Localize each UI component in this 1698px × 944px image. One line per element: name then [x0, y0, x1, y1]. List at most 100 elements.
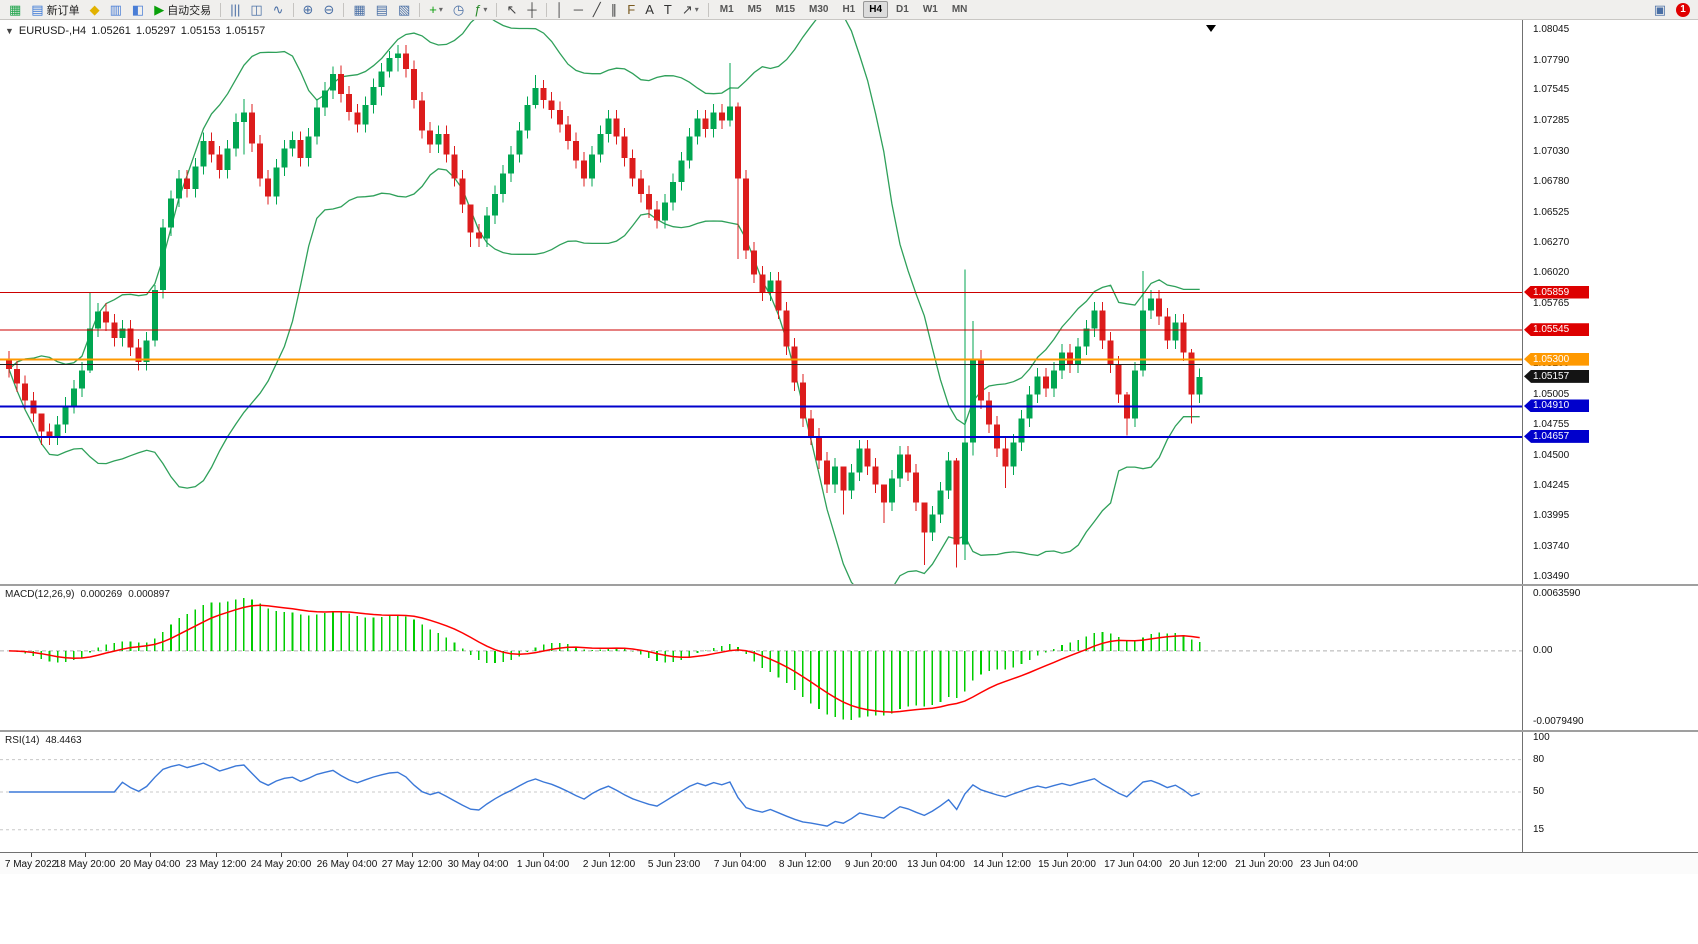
horizontal-line-icon[interactable]: ─ [569, 0, 588, 20]
rsi-axis[interactable]: 100 80 50 15 [1522, 732, 1698, 852]
tile-windows-icon-glyph: ▦ [353, 2, 366, 17]
data-window-icon[interactable]: ▤ [371, 0, 393, 20]
price-badge-1.04910[interactable]: 1.04910 [1524, 399, 1589, 413]
price-badge-1.04657[interactable]: 1.04657 [1524, 429, 1589, 443]
strategy-tester-icon-glyph: ◧ [131, 2, 145, 17]
time-axis-label: 13 Jun 04:00 [907, 859, 965, 870]
indicators-icon[interactable]: ƒ ▾ [469, 0, 492, 20]
new-chart-icon[interactable]: ▦ [4, 0, 26, 20]
price-axis-label: 1.03995 [1533, 510, 1570, 522]
price-axis-label: 1.06525 [1533, 206, 1570, 218]
clock-icon[interactable]: ◷ [448, 0, 469, 20]
crosshair-icon[interactable]: ┼ [522, 0, 541, 20]
toolbar: ▦ ▤ 新订单 ◆ ▥ ◧ ▶ 自动交易 ||| ◫ ∿ ⊕ ⊖ ▦ ▤ ▧ + ▾ ◷ ƒ ▾ ↖ ┼ │ ─ ╱ ∥ F A T ↗ ▾ M… [0, 0, 1698, 20]
time-axis-label: 23 Jun 04:00 [1300, 859, 1358, 870]
price-badge-1.05157[interactable]: 1.05157 [1524, 369, 1589, 383]
chart-shift-marker[interactable] [1206, 25, 1216, 32]
price-badge-1.05859[interactable]: 1.05859 [1524, 285, 1589, 299]
price-chart-panel[interactable]: ▼ EURUSD-,H4 1.05261 1.05297 1.05153 1.0… [0, 20, 1522, 584]
indicators-icon-caret: ▾ [483, 5, 488, 14]
fibonacci-icon[interactable]: F [622, 0, 640, 20]
autotrading-button[interactable]: ▶ 自动交易 [149, 0, 216, 20]
history-center-icon-glyph: ◆ [89, 2, 100, 17]
bar-chart-icon[interactable]: ||| [225, 0, 245, 20]
price-axis-label: 1.07030 [1533, 145, 1570, 157]
time-axis-tick [85, 853, 86, 857]
price-axis-label: 1.04245 [1533, 480, 1570, 492]
rsi-panel[interactable]: RSI(14) 48.4463 [0, 732, 1522, 852]
price-axis[interactable]: 1.08045 1.07790 1.07545 1.07285 1.07030 1.067… [1522, 20, 1698, 584]
global-variables-icon[interactable]: ▥ [105, 0, 127, 20]
channel-icon[interactable]: ∥ [606, 0, 623, 20]
rsi-value: 48.4463 [45, 735, 82, 746]
macd-panel[interactable]: MACD(12,26,9) 0.000269 0.000897 [0, 586, 1522, 730]
timeframe-h4[interactable]: H4 [863, 1, 889, 18]
navigator-icon[interactable]: ▧ [393, 0, 415, 20]
vertical-line-icon[interactable]: │ [551, 0, 569, 20]
time-axis-tick [1329, 853, 1330, 857]
time-axis-label: 23 May 12:00 [185, 859, 247, 870]
cursor-icon[interactable]: ↖ [501, 0, 522, 20]
timeframe-m30[interactable]: M30 [809, 4, 829, 15]
zoom-out-icon-glyph: ⊖ [323, 2, 335, 17]
timeframe-m15[interactable]: M15 [775, 4, 795, 15]
timeframe-d1[interactable]: D1 [896, 4, 909, 15]
candlestick-chart-icon[interactable]: ◫ [245, 0, 267, 20]
toolbar-separator [707, 2, 709, 17]
symbol-timeframe-label: EURUSD-,H4 [18, 25, 87, 37]
arrows-icon[interactable]: ↗ ▾ [677, 0, 704, 20]
new-chart-dropdown[interactable]: + ▾ [424, 0, 448, 20]
timeframe-mn[interactable]: MN [951, 4, 968, 15]
time-axis-tick [1198, 853, 1199, 857]
timeframe-w1[interactable]: W1 [922, 4, 938, 15]
price-axis-label: 1.07545 [1533, 84, 1570, 96]
time-axis-tick [740, 853, 741, 857]
history-center-icon[interactable]: ◆ [85, 0, 105, 20]
price-axis-label: 1.07790 [1533, 54, 1570, 66]
time-axis-tick [216, 853, 217, 857]
label-icon[interactable]: T [659, 0, 677, 20]
new-order-button[interactable]: ▤ 新订单 [26, 0, 84, 20]
toolbar-items: ▦ ▤ 新订单 ◆ ▥ ◧ ▶ 自动交易 ||| ◫ ∿ ⊕ ⊖ ▦ ▤ ▧ + ▾ ◷ ƒ ▾ ↖ ┼ │ ─ ╱ ∥ F A T ↗ ▾ M… [4, 0, 974, 19]
time-axis-tick [674, 853, 675, 857]
timeframe-m5[interactable]: M5 [747, 4, 762, 15]
line-chart-icon[interactable]: ∿ [268, 0, 289, 20]
quote-close: 1.05157 [225, 25, 266, 37]
zoom-in-icon[interactable]: ⊕ [298, 0, 319, 20]
text-icon[interactable]: A [640, 0, 659, 20]
label-icon-glyph: T [663, 2, 672, 17]
time-axis-tick [805, 853, 806, 857]
price-chart-svg[interactable] [0, 20, 1522, 584]
rsi-axis-label: 100 [1533, 732, 1550, 743]
panel-splitter-1[interactable] [0, 584, 1698, 586]
candles-layer [6, 45, 1203, 568]
timeframe-m1[interactable]: M1 [719, 4, 734, 15]
symbol-dropdown-icon[interactable]: ▼ [5, 26, 14, 36]
navigator-icon-glyph: ▧ [397, 2, 411, 17]
price-axis-label: 1.03490 [1533, 571, 1570, 582]
bar-chart-icon-glyph: ||| [230, 2, 241, 17]
time-axis-tick [871, 853, 872, 857]
toolbar-separator [496, 2, 498, 17]
notification-badge[interactable]: 1 [1676, 2, 1690, 17]
autotrading-button-label: 自动交易 [167, 4, 212, 17]
timeframe-h1[interactable]: H1 [842, 4, 856, 15]
zoom-out-icon[interactable]: ⊖ [318, 0, 339, 20]
price-badge-1.05545[interactable]: 1.05545 [1524, 323, 1589, 337]
tile-windows-icon[interactable]: ▦ [348, 0, 370, 20]
price-axis-label: 1.04500 [1533, 449, 1570, 461]
trendline-icon-glyph: ╱ [592, 2, 601, 17]
time-axis[interactable]: 7 May 2022 18 May 20:00 20 May 04:00 23 May… [0, 852, 1698, 875]
time-axis-tick [478, 853, 479, 857]
panels-icon[interactable]: ▣ [1649, 0, 1671, 20]
trendline-icon[interactable]: ╱ [588, 0, 606, 20]
strategy-tester-icon[interactable]: ◧ [127, 0, 149, 20]
time-axis-tick [543, 853, 544, 857]
panel-splitter-2[interactable] [0, 730, 1698, 732]
time-axis-label: 5 Jun 23:00 [647, 859, 701, 870]
horizontal-lines[interactable] [0, 292, 1522, 438]
macd-axis[interactable]: 0.0063590 0.00 -0.0079490 [1522, 586, 1698, 730]
time-axis-tick [281, 853, 282, 857]
time-axis-tick [1133, 853, 1134, 857]
price-badge-1.05300[interactable]: 1.05300 [1524, 352, 1589, 366]
